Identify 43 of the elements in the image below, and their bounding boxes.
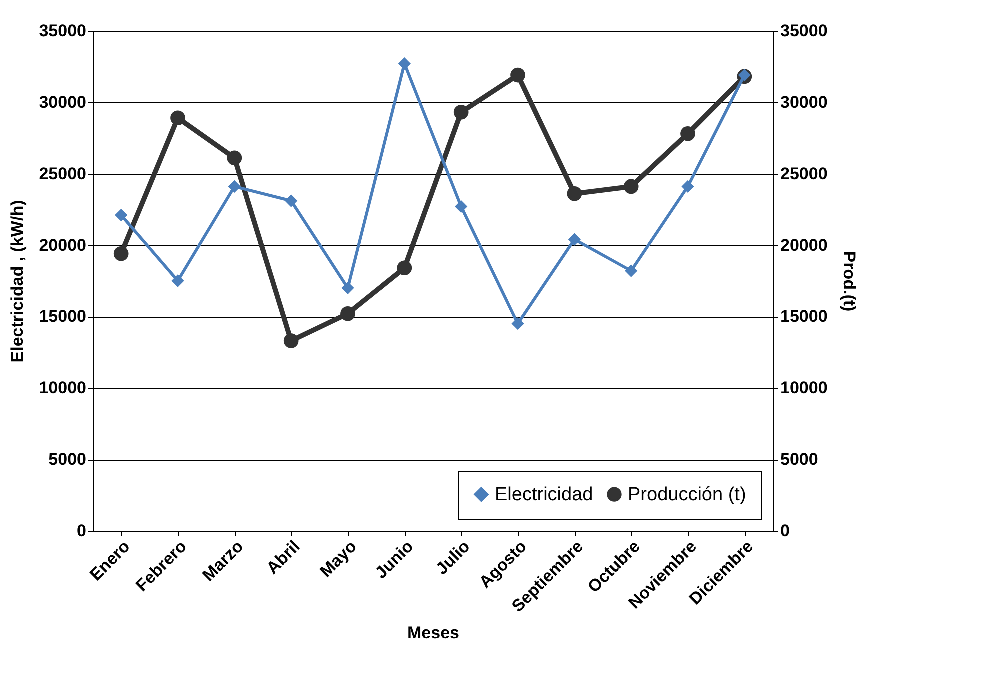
y-axis-title: Electricidad , (kW/h) xyxy=(8,200,28,363)
point xyxy=(624,179,639,194)
point xyxy=(342,282,354,294)
y-tick-label: 15000 xyxy=(39,307,86,326)
y2-tick-label: 35000 xyxy=(780,22,828,40)
y2-tick-label: 15000 xyxy=(780,307,828,326)
point xyxy=(227,150,242,166)
point xyxy=(172,274,184,288)
point xyxy=(682,180,694,194)
y-tick-label: 0 xyxy=(77,522,86,540)
y2-tick-label: 10000 xyxy=(780,378,828,398)
y2-axis-title: Prod.(t) xyxy=(840,251,859,312)
point xyxy=(510,68,526,83)
y-tick-label: 10000 xyxy=(39,378,86,398)
point xyxy=(398,58,411,70)
legend-label: Producción (t) xyxy=(628,484,746,506)
x-axis-title: Meses xyxy=(408,623,460,642)
y-tick-label: 20000 xyxy=(39,236,86,255)
y2-tick-label: 25000 xyxy=(780,164,828,184)
y-tick-label: 5000 xyxy=(48,450,86,470)
point xyxy=(228,180,241,194)
point xyxy=(625,264,638,278)
y-tick-label: 35000 xyxy=(39,22,86,40)
point xyxy=(115,208,128,222)
point xyxy=(340,306,356,322)
y2-tick-label: 30000 xyxy=(780,92,828,112)
point xyxy=(114,246,129,262)
point xyxy=(567,186,582,202)
legend-label: Electricidad xyxy=(495,484,594,506)
point xyxy=(568,233,581,246)
point xyxy=(455,200,468,214)
point xyxy=(454,105,469,120)
y-tick-label: 25000 xyxy=(39,164,86,184)
point xyxy=(285,194,298,208)
point xyxy=(170,110,186,126)
point xyxy=(284,334,299,348)
y-tick-label: 30000 xyxy=(39,92,86,112)
y2-tick-label: 20000 xyxy=(780,236,828,255)
y2-tick-label: 0 xyxy=(780,522,790,540)
point xyxy=(397,260,412,276)
y2-tick-label: 5000 xyxy=(780,450,818,470)
point xyxy=(680,126,696,142)
point xyxy=(512,318,524,330)
